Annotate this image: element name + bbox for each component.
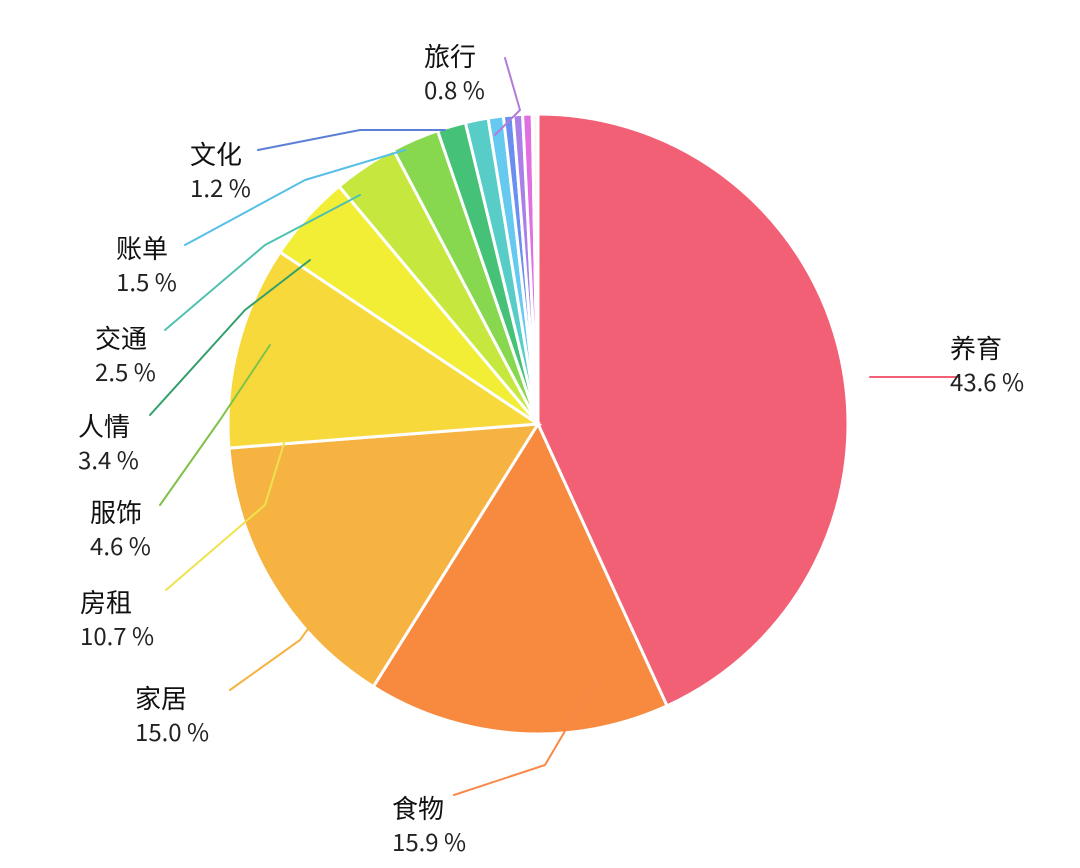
slice-label: 交通2.5 % <box>95 320 156 387</box>
expense-pie-chart: 养育43.6 % 食物15.9 % 家居15.0 % 房租10.7 % 服饰4.6 % 人… <box>0 0 1080 868</box>
slice-label-name: 账单 <box>116 230 177 265</box>
slice-label-value: 3.4 % <box>78 443 139 475</box>
slice-label: 房租10.7 % <box>80 584 154 651</box>
slice-label-name: 交通 <box>95 320 156 355</box>
slice-label: 人情3.4 % <box>78 408 139 475</box>
slice-label-value: 15.0 % <box>135 715 209 747</box>
slice-label-name: 服饰 <box>90 494 151 529</box>
slice-label-value: 2.5 % <box>95 355 156 387</box>
slice-label: 服饰4.6 % <box>90 494 151 561</box>
slice-label-name: 旅行 <box>424 38 485 73</box>
slice-label-name: 人情 <box>78 408 139 443</box>
slice-label-value: 0.8 % <box>424 73 485 105</box>
slice-label-value: 1.2 % <box>190 171 251 203</box>
slice-label-name: 房租 <box>80 584 154 619</box>
slice-label: 旅行0.8 % <box>424 38 485 105</box>
slice-label-value: 43.6 % <box>950 365 1024 397</box>
slice-label: 养育43.6 % <box>950 330 1024 397</box>
slice-label-value: 1.5 % <box>116 265 177 297</box>
slice-label: 家居15.0 % <box>135 680 209 747</box>
slice-label-name: 家居 <box>135 680 209 715</box>
slice-label-value: 4.6 % <box>90 529 151 561</box>
slice-label-name: 食物 <box>392 790 466 825</box>
slice-label: 食物15.9 % <box>392 790 466 857</box>
slice-label-value: 10.7 % <box>80 619 154 651</box>
slice-label: 文化1.2 % <box>190 136 251 203</box>
slice-label: 账单1.5 % <box>116 230 177 297</box>
slice-label-name: 养育 <box>950 330 1024 365</box>
slice-label-value: 15.9 % <box>392 825 466 857</box>
slice-label-name: 文化 <box>190 136 251 171</box>
